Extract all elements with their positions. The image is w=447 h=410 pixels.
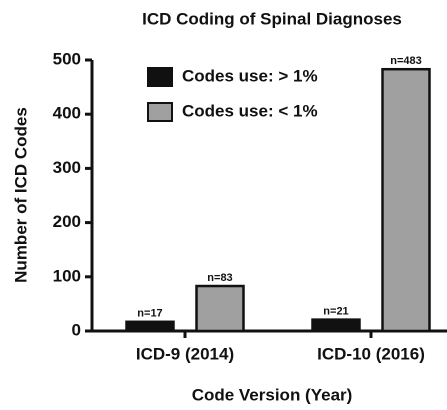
value-label: n=483 [390,55,422,67]
y-tick-label: 300 [53,158,81,177]
legend-swatch [147,102,173,122]
bar [311,318,361,333]
x-tick-label: ICD-10 (2016) [317,344,425,363]
y-tick-label: 500 [53,49,81,68]
y-tick-label: 100 [53,266,81,285]
y-tick-label: 400 [53,104,81,123]
value-label: n=17 [137,308,162,320]
legend-label: Codes use: > 1% [182,66,318,85]
bar [125,320,175,333]
y-tick-label: 200 [53,212,81,231]
legend-swatch [147,67,173,87]
chart-title: ICD Coding of Spinal Diagnoses [142,9,402,28]
bar [381,67,431,333]
legend-label: Codes use: < 1% [182,101,318,120]
y-tick-label: 0 [72,320,81,339]
x-axis-label: Code Version (Year) [192,385,353,404]
bar [195,284,245,333]
x-tick-label: ICD-9 (2014) [136,344,234,363]
value-label: n=21 [323,306,348,318]
value-label: n=83 [207,272,232,284]
y-axis-label: Number of ICD Codes [11,107,30,283]
